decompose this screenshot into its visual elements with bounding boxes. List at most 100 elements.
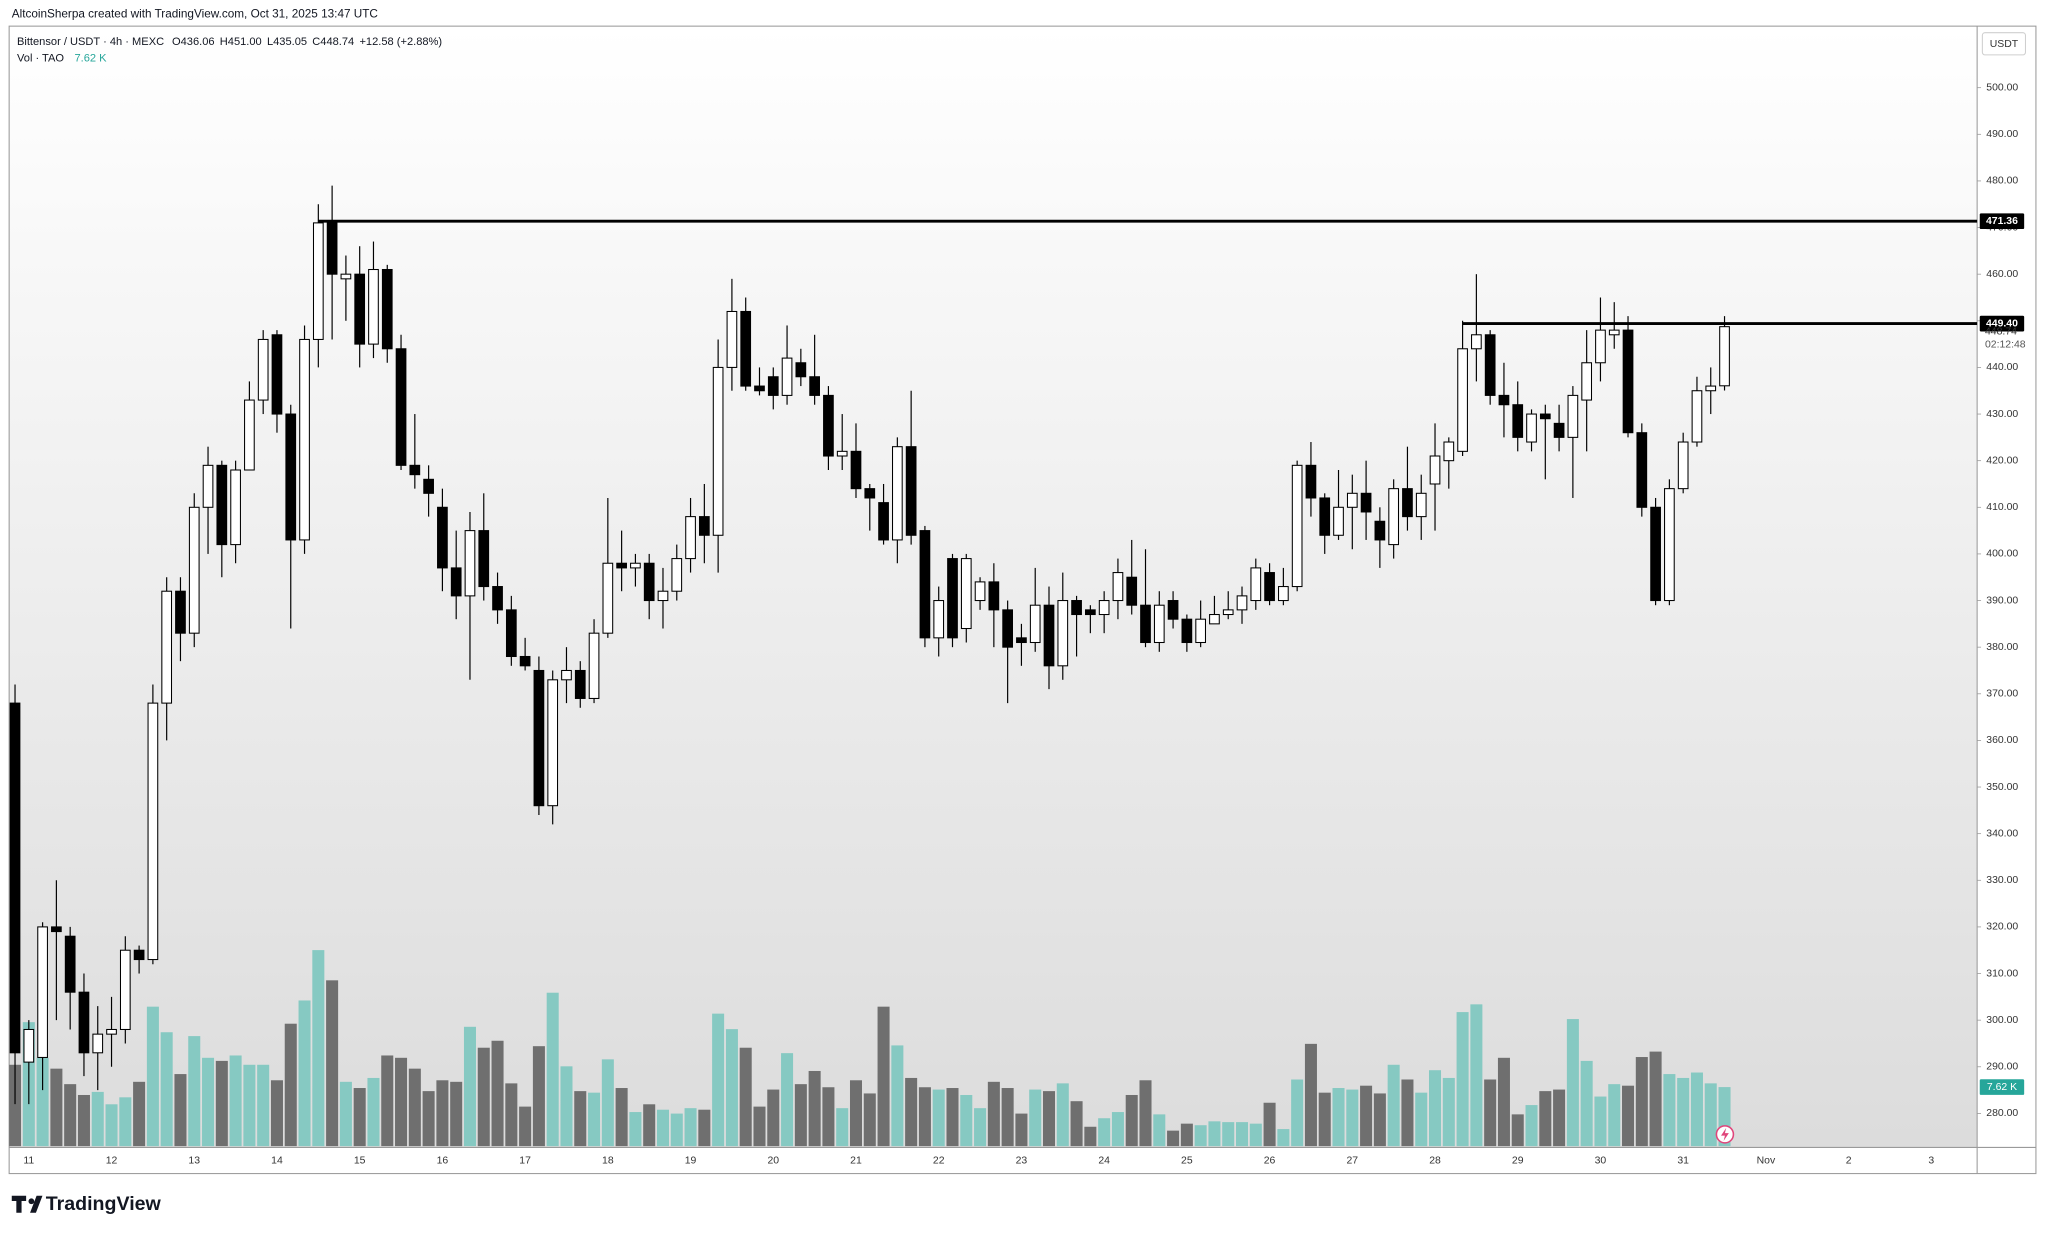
- volume-bar: [463, 1026, 476, 1147]
- candle-body: [616, 562, 627, 569]
- candle-body: [547, 679, 559, 807]
- candle-body: [836, 450, 848, 457]
- candle-body: [326, 222, 338, 275]
- candle-body: [712, 366, 724, 536]
- legend-letter: L: [267, 36, 273, 48]
- candle-body: [1346, 492, 1358, 508]
- volume-bar: [1594, 1096, 1607, 1147]
- level-label-box: [1979, 213, 2025, 230]
- volume-bar: [450, 1081, 463, 1147]
- volume-bar: [119, 1097, 132, 1147]
- candle-body: [492, 586, 503, 611]
- candle-body: [1278, 586, 1289, 602]
- volume-bar: [298, 1000, 311, 1147]
- volume-bar: [422, 1091, 435, 1147]
- candle-body: [1526, 413, 1537, 443]
- candle-body: [202, 464, 214, 508]
- x-tick-label: 18: [602, 1155, 614, 1166]
- x-tick-label: 21: [850, 1155, 862, 1166]
- candle-body: [905, 446, 917, 536]
- volume-bar: [188, 1036, 201, 1147]
- volume-bar: [1690, 1072, 1703, 1147]
- candle-body: [988, 581, 1000, 611]
- candle-body: [1471, 334, 1482, 350]
- candle-body: [437, 506, 448, 569]
- candle-body: [106, 1028, 117, 1035]
- volume-bar: [1167, 1130, 1180, 1147]
- volume-bar: [1401, 1079, 1414, 1147]
- candle-body: [216, 464, 228, 546]
- candle-body: [51, 926, 62, 933]
- candle-body: [809, 376, 820, 396]
- currency-box[interactable]: [1981, 32, 2027, 56]
- candle-body: [1319, 497, 1331, 536]
- volume-bar: [1497, 1057, 1510, 1147]
- volume-bar: [601, 1059, 614, 1147]
- candle-body: [1085, 609, 1096, 616]
- y-tick-label: 430.00: [1986, 409, 2018, 420]
- volume-bar: [64, 1084, 77, 1147]
- candle-body: [1002, 609, 1014, 648]
- candle-body: [257, 338, 269, 401]
- volume-bar: [1470, 1004, 1483, 1147]
- candle-body: [271, 334, 283, 415]
- volume-bar: [905, 1077, 918, 1147]
- volume-bar: [91, 1091, 104, 1147]
- legend-value: 448.74: [320, 36, 354, 48]
- x-tick-label: 24: [1098, 1155, 1110, 1166]
- volume-bar: [50, 1068, 63, 1147]
- candle-body: [1719, 326, 1730, 387]
- candle-body: [1636, 432, 1648, 508]
- attribution: AltcoinSherpa created with TradingView.c…: [12, 7, 379, 20]
- legend-letter: O: [172, 36, 181, 48]
- volume-bar: [367, 1077, 380, 1147]
- volume-bar: [1318, 1092, 1331, 1147]
- y-tick-label: 390.00: [1986, 595, 2018, 606]
- candle-body: [1512, 404, 1524, 438]
- volume-bar: [877, 1006, 890, 1147]
- volume-bar: [1346, 1089, 1359, 1147]
- volume-bar: [588, 1092, 601, 1147]
- candle-body: [450, 567, 462, 597]
- legend-letter: C: [312, 36, 320, 48]
- candle-body: [1264, 572, 1275, 602]
- volume-bar: [1332, 1088, 1345, 1147]
- candle-body: [1222, 609, 1234, 616]
- candle-body: [1677, 441, 1689, 490]
- candle-body: [671, 558, 683, 592]
- candle-body: [37, 926, 48, 1058]
- volume-bar: [643, 1104, 656, 1147]
- volume-bar: [1194, 1125, 1207, 1147]
- volume-bar: [257, 1064, 270, 1147]
- volume-bar: [560, 1066, 573, 1147]
- y-tick-label: 460.00: [1986, 269, 2018, 280]
- volume-bar: [781, 1053, 794, 1147]
- volume-bar: [1304, 1043, 1317, 1147]
- x-tick-label: 26: [1264, 1155, 1276, 1166]
- overlay-layer: 280.00 290.00 300.00 310.00 320.00 330.00 340.…: [23, 82, 2025, 1166]
- volume-bar: [946, 1088, 959, 1147]
- candle-body: [781, 357, 793, 396]
- volume-bar: [229, 1055, 242, 1147]
- volume-bar: [1125, 1094, 1138, 1147]
- y-tick-label: 490.00: [1986, 129, 2018, 140]
- x-tick-label: 16: [437, 1155, 449, 1166]
- y-tick-label: 500.00: [1986, 82, 2018, 93]
- volume-bar: [546, 992, 559, 1147]
- x-tick-label: Nov: [1757, 1155, 1776, 1166]
- candle-body: [1567, 394, 1579, 438]
- candle-body: [1457, 348, 1468, 452]
- candle-body: [1650, 506, 1661, 602]
- chart-border: [8, 25, 2037, 1175]
- candle-body: [1360, 492, 1372, 513]
- candle-body: [1333, 506, 1344, 536]
- candle-body: [1071, 600, 1082, 616]
- volume-bar: [395, 1057, 408, 1147]
- brand: TradingView: [11, 1193, 162, 1215]
- candle-body: [685, 516, 696, 560]
- candle-body: [1374, 520, 1386, 541]
- volume-bar: [1153, 1114, 1166, 1147]
- y-tick-label: 310.00: [1986, 968, 2018, 979]
- candle-body: [368, 268, 379, 345]
- candle-body: [1608, 329, 1620, 336]
